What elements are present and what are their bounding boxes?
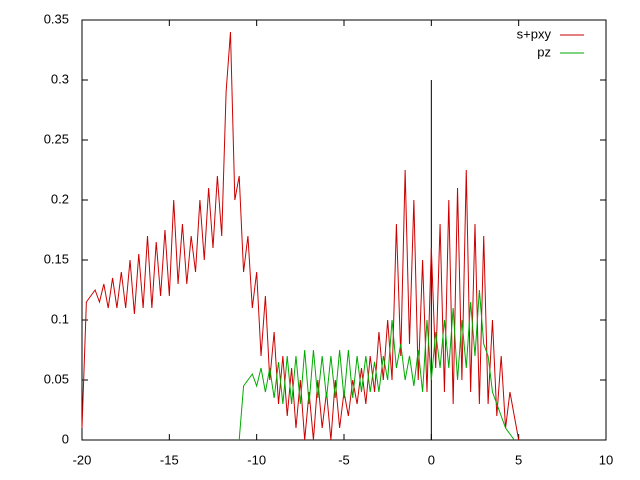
y-tick-label: 0.2 [51,191,69,206]
data-line [238,289,515,441]
legend-label: pz [537,44,551,59]
x-tick-label: 10 [599,452,613,467]
x-tick-label: 0 [428,452,435,467]
y-tick-label: 0.15 [44,251,69,266]
x-tick-label: -20 [73,452,92,467]
plot-frame [81,19,607,441]
y-tick-label: 0.25 [44,131,69,146]
legend-label: s+pxy [517,26,552,41]
x-tick-label: 5 [515,452,522,467]
x-tick-label: -15 [160,452,179,467]
y-tick-label: 0.1 [51,311,69,326]
x-tick-label: -10 [247,452,266,467]
x-tick-label: -5 [338,452,350,467]
y-tick-label: 0.05 [44,371,69,386]
y-tick-label: 0.35 [44,11,69,26]
y-tick-label: 0.3 [51,71,69,86]
y-tick-label: 0 [62,431,69,446]
data-line [81,31,520,441]
